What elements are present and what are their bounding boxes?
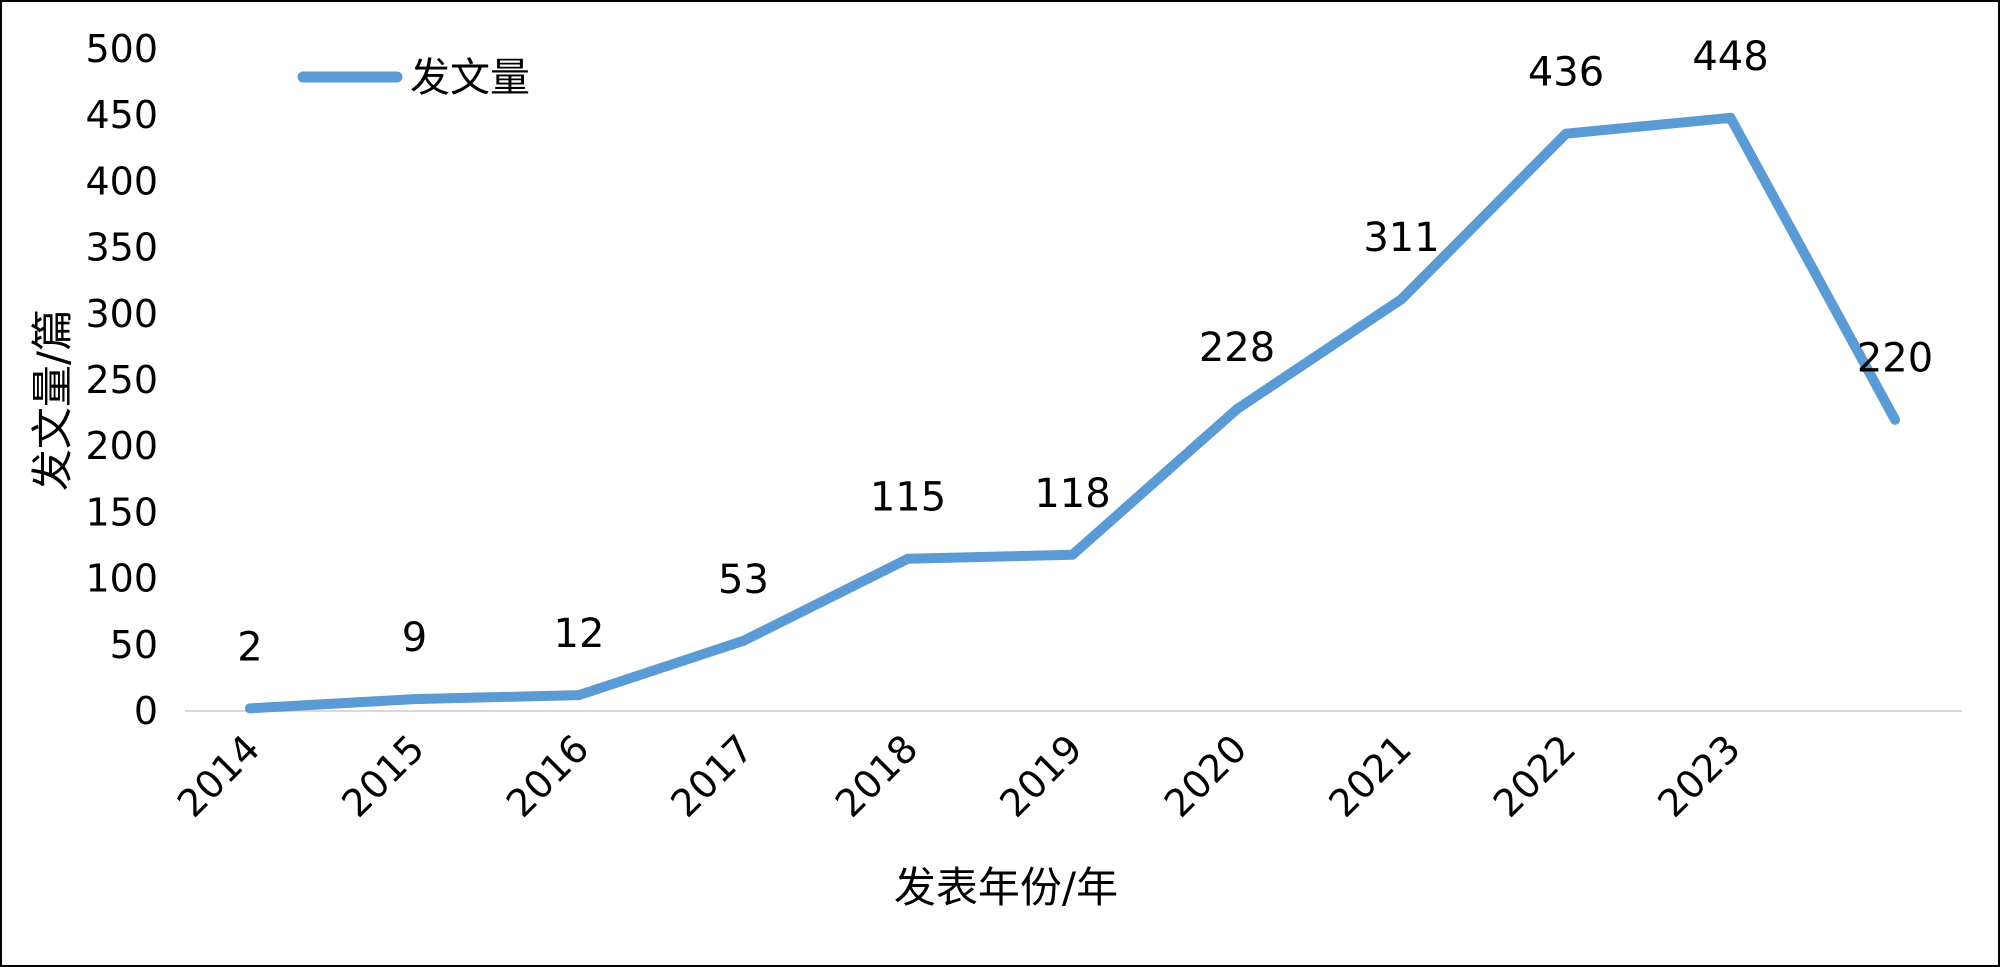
series-lines bbox=[245, 112, 1900, 714]
y-tick-label: 500 bbox=[85, 27, 158, 71]
y-tick-label: 200 bbox=[85, 424, 158, 468]
x-axis-ticks: 2014 2015 2016 2017 2018 2019 2020 2021 2022 2023 bbox=[169, 726, 1749, 826]
data-point bbox=[1396, 294, 1407, 305]
data-point bbox=[1890, 414, 1900, 425]
x-tick-label: 2021 bbox=[1320, 726, 1420, 826]
data-labels: 2 9 12 53 115 118 228 311 436 448 220 bbox=[237, 34, 1933, 671]
data-label: 12 bbox=[554, 611, 605, 657]
y-axis-ticks: 0 50 100 150 200 250 300 350 400 450 500 bbox=[85, 27, 158, 733]
x-tick-label: 2016 bbox=[498, 726, 598, 826]
data-point bbox=[1232, 404, 1242, 415]
y-tick-label: 150 bbox=[85, 490, 158, 534]
y-tick-label: 0 bbox=[134, 689, 158, 733]
y-tick-label: 300 bbox=[85, 292, 158, 336]
data-point bbox=[1725, 112, 1736, 123]
legend: 发文量 bbox=[297, 55, 530, 101]
y-tick-label: 250 bbox=[85, 358, 158, 402]
x-tick-label: 2014 bbox=[169, 726, 269, 826]
data-point bbox=[903, 553, 913, 564]
series-line bbox=[245, 112, 1900, 714]
data-label: 2 bbox=[237, 624, 262, 670]
x-tick-label: 2018 bbox=[827, 726, 927, 826]
legend-label: 发文量 bbox=[410, 55, 530, 101]
y-tick-label: 450 bbox=[85, 93, 158, 137]
x-tick-label: 2020 bbox=[1156, 726, 1256, 826]
data-label: 436 bbox=[1528, 50, 1604, 96]
data-label: 118 bbox=[1034, 471, 1110, 517]
data-label: 311 bbox=[1363, 215, 1439, 261]
data-label: 53 bbox=[718, 557, 769, 603]
data-label: 448 bbox=[1692, 34, 1768, 80]
x-tick-label: 2015 bbox=[333, 726, 433, 826]
data-point bbox=[409, 694, 420, 705]
y-tick-label: 100 bbox=[85, 557, 158, 601]
data-point bbox=[1561, 128, 1571, 139]
x-tick-label: 2017 bbox=[662, 726, 762, 826]
y-tick-label: 350 bbox=[85, 226, 158, 270]
data-label: 115 bbox=[870, 475, 946, 521]
x-axis-title: 发表年份/年 bbox=[894, 863, 1118, 912]
data-point bbox=[245, 703, 255, 714]
data-label: 220 bbox=[1857, 336, 1933, 382]
y-tick-label: 400 bbox=[85, 159, 158, 203]
data-label: 228 bbox=[1199, 325, 1275, 371]
data-point bbox=[1067, 549, 1078, 560]
x-tick-label: 2019 bbox=[991, 726, 1091, 826]
x-tick-label: 2022 bbox=[1485, 726, 1585, 826]
data-point bbox=[738, 635, 749, 646]
x-tick-label: 2023 bbox=[1649, 726, 1749, 826]
data-label: 9 bbox=[402, 615, 427, 661]
data-point bbox=[574, 690, 584, 701]
y-tick-label: 50 bbox=[110, 623, 158, 667]
y-axis-title: 发文量/篇 bbox=[28, 309, 77, 491]
